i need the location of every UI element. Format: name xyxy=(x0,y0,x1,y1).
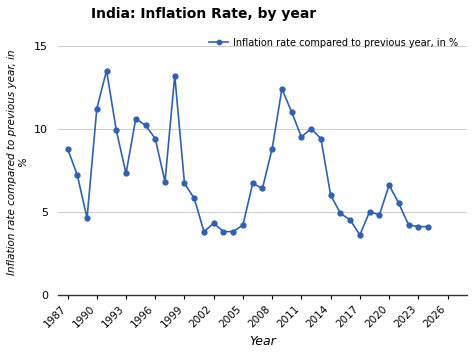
Inflation rate compared to previous year, in % xyxy=(220,229,226,234)
Inflation rate compared to previous year, in % xyxy=(84,216,90,220)
Inflation rate compared to previous year, in % xyxy=(376,213,382,217)
Inflation rate compared to previous year, in % xyxy=(94,106,100,111)
Inflation rate compared to previous year, in % xyxy=(347,218,353,222)
Inflation rate compared to previous year, in % xyxy=(308,126,314,131)
Inflation rate compared to previous year, in % xyxy=(328,193,334,197)
Inflation rate compared to previous year, in % xyxy=(318,136,324,141)
Inflation rate compared to previous year, in % xyxy=(299,135,304,139)
Inflation rate compared to previous year, in % xyxy=(123,171,129,176)
Inflation rate compared to previous year, in % xyxy=(425,224,431,229)
Inflation rate compared to previous year, in % xyxy=(289,110,294,114)
Inflation rate compared to previous year, in % xyxy=(386,183,392,187)
Inflation rate compared to previous year, in % xyxy=(201,229,207,234)
Inflation rate compared to previous year, in % xyxy=(396,201,401,206)
Inflation rate compared to previous year, in % xyxy=(172,73,178,78)
Inflation rate compared to previous year, in % xyxy=(74,173,80,177)
Legend: Inflation rate compared to previous year, in %: Inflation rate compared to previous year… xyxy=(205,34,462,52)
Inflation rate compared to previous year, in % xyxy=(133,116,138,121)
Inflation rate compared to previous year, in % xyxy=(182,181,187,186)
Text: India: Inflation Rate, by year: India: Inflation Rate, by year xyxy=(91,7,316,21)
Inflation rate compared to previous year, in % xyxy=(260,186,265,191)
Inflation rate compared to previous year, in % xyxy=(113,128,119,132)
Inflation rate compared to previous year, in % xyxy=(367,209,373,214)
Inflation rate compared to previous year, in % xyxy=(269,147,275,151)
Inflation rate compared to previous year, in % xyxy=(162,180,168,184)
X-axis label: Year: Year xyxy=(249,335,276,348)
Inflation rate compared to previous year, in % xyxy=(104,69,109,73)
Inflation rate compared to previous year, in % xyxy=(279,87,285,91)
Inflation rate compared to previous year, in % xyxy=(240,223,246,227)
Inflation rate compared to previous year, in % xyxy=(211,221,217,225)
Inflation rate compared to previous year, in % xyxy=(357,233,363,237)
Inflation rate compared to previous year, in % xyxy=(191,196,197,201)
Inflation rate compared to previous year, in % xyxy=(230,229,236,234)
Y-axis label: Inflation rate compared to previous year, in
%: Inflation rate compared to previous year… xyxy=(7,49,28,275)
Inflation rate compared to previous year, in % xyxy=(143,123,148,127)
Inflation rate compared to previous year, in % xyxy=(406,223,411,227)
Inflation rate compared to previous year, in % xyxy=(337,211,343,215)
Inflation rate compared to previous year, in % xyxy=(416,224,421,229)
Inflation rate compared to previous year, in % xyxy=(250,181,255,186)
Line: Inflation rate compared to previous year, in %: Inflation rate compared to previous year… xyxy=(65,68,430,237)
Inflation rate compared to previous year, in % xyxy=(65,147,71,151)
Inflation rate compared to previous year, in % xyxy=(153,136,158,141)
